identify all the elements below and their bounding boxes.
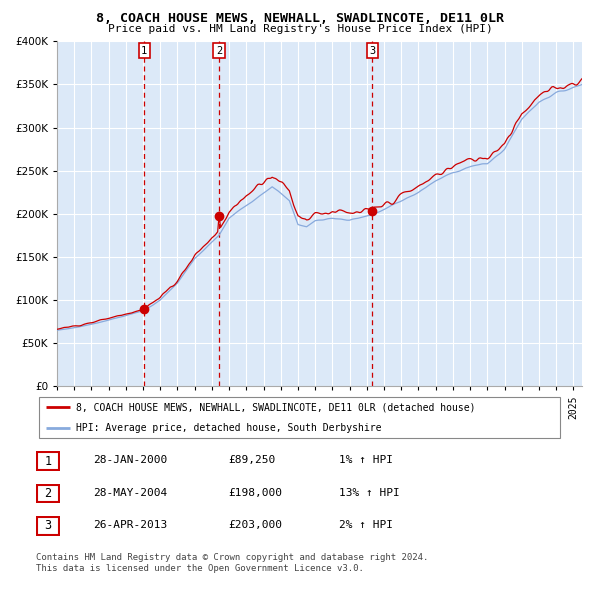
FancyBboxPatch shape bbox=[37, 485, 59, 502]
Text: 1: 1 bbox=[141, 45, 148, 55]
Text: 1: 1 bbox=[44, 454, 52, 468]
FancyBboxPatch shape bbox=[37, 517, 59, 535]
Text: 3: 3 bbox=[369, 45, 376, 55]
Text: This data is licensed under the Open Government Licence v3.0.: This data is licensed under the Open Gov… bbox=[36, 565, 364, 573]
Text: 8, COACH HOUSE MEWS, NEWHALL, SWADLINCOTE, DE11 0LR: 8, COACH HOUSE MEWS, NEWHALL, SWADLINCOT… bbox=[96, 12, 504, 25]
Text: 28-JAN-2000: 28-JAN-2000 bbox=[93, 455, 167, 465]
Text: 3: 3 bbox=[44, 519, 52, 533]
Text: 28-MAY-2004: 28-MAY-2004 bbox=[93, 488, 167, 497]
Text: 2: 2 bbox=[216, 45, 222, 55]
Text: 2% ↑ HPI: 2% ↑ HPI bbox=[339, 520, 393, 530]
Text: HPI: Average price, detached house, South Derbyshire: HPI: Average price, detached house, Sout… bbox=[76, 422, 381, 432]
FancyBboxPatch shape bbox=[37, 453, 59, 470]
Text: 2: 2 bbox=[44, 487, 52, 500]
Text: Contains HM Land Registry data © Crown copyright and database right 2024.: Contains HM Land Registry data © Crown c… bbox=[36, 553, 428, 562]
Text: £89,250: £89,250 bbox=[228, 455, 275, 465]
Text: 13% ↑ HPI: 13% ↑ HPI bbox=[339, 488, 400, 497]
Text: £198,000: £198,000 bbox=[228, 488, 282, 497]
Text: £203,000: £203,000 bbox=[228, 520, 282, 530]
FancyBboxPatch shape bbox=[38, 397, 560, 438]
Text: 8, COACH HOUSE MEWS, NEWHALL, SWADLINCOTE, DE11 0LR (detached house): 8, COACH HOUSE MEWS, NEWHALL, SWADLINCOT… bbox=[76, 402, 475, 412]
Text: Price paid vs. HM Land Registry's House Price Index (HPI): Price paid vs. HM Land Registry's House … bbox=[107, 24, 493, 34]
Text: 26-APR-2013: 26-APR-2013 bbox=[93, 520, 167, 530]
Text: 1% ↑ HPI: 1% ↑ HPI bbox=[339, 455, 393, 465]
